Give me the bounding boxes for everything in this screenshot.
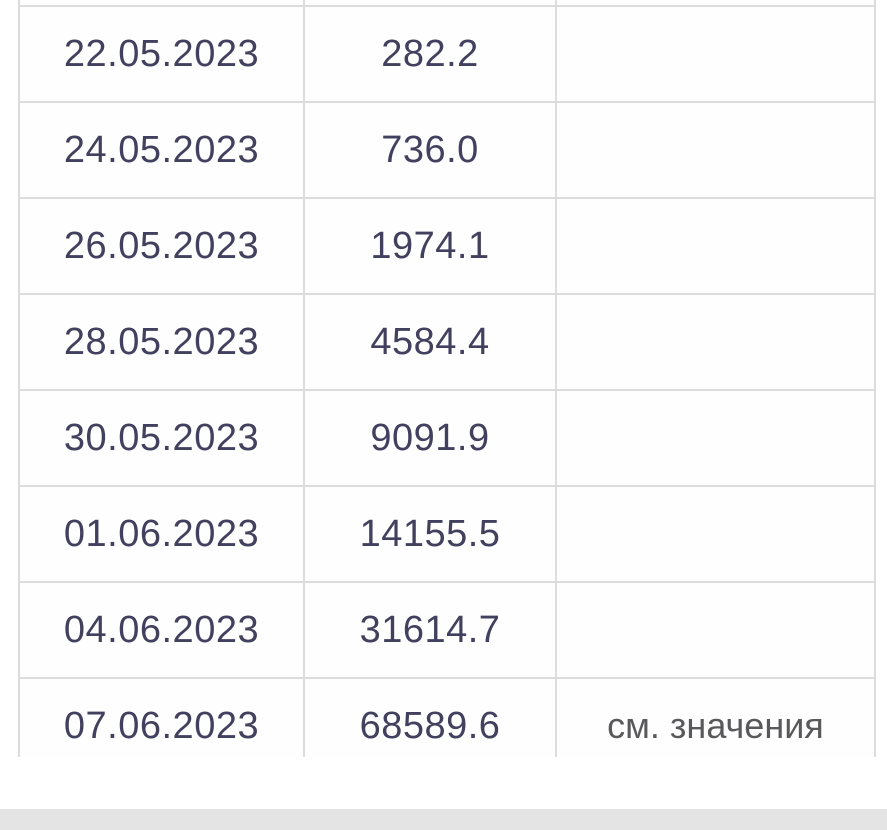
value-cell: 68589.6 [303,677,557,757]
table-row: 22.05.2023 282.2 [18,5,876,103]
note-cell [555,485,876,583]
table-row: 30.05.2023 9091.9 [18,389,876,487]
note-cell [555,197,876,295]
value-cell: 4584.4 [303,293,557,391]
date-cell: 24.05.2023 [18,101,305,199]
value-cell: 14155.5 [303,485,557,583]
note-cell [555,581,876,679]
table-row: 24.05.2023 736.0 [18,101,876,199]
table-row: 07.06.2023 68589.6 см. значения [18,677,876,757]
table-row: 01.06.2023 14155.5 [18,485,876,583]
note-cell [555,293,876,391]
table-row: 04.06.2023 31614.7 [18,581,876,679]
value-cell: 736.0 [303,101,557,199]
date-cell: 28.05.2023 [18,293,305,391]
date-cell: 22.05.2023 [18,5,305,103]
note-cell: см. значения [555,677,876,757]
clipped-cell [303,0,557,7]
value-cell: 9091.9 [303,389,557,487]
date-cell: 30.05.2023 [18,389,305,487]
values-table: 22.05.2023 282.2 24.05.2023 736.0 26.05.2023… [18,0,876,757]
values-table-container: 22.05.2023 282.2 24.05.2023 736.0 26.05.2023… [18,0,878,757]
date-cell: 04.06.2023 [18,581,305,679]
date-cell: 01.06.2023 [18,485,305,583]
date-cell: 07.06.2023 [18,677,305,757]
value-cell: 282.2 [303,5,557,103]
clipped-cell [555,0,876,7]
date-cell: 26.05.2023 [18,197,305,295]
clipped-previous-row [18,0,876,7]
note-cell [555,389,876,487]
note-cell [555,101,876,199]
value-cell: 1974.1 [303,197,557,295]
bottom-bar [0,809,887,830]
value-cell: 31614.7 [303,581,557,679]
note-cell [555,5,876,103]
table-row: 28.05.2023 4584.4 [18,293,876,391]
clipped-cell [18,0,305,7]
table-row: 26.05.2023 1974.1 [18,197,876,295]
